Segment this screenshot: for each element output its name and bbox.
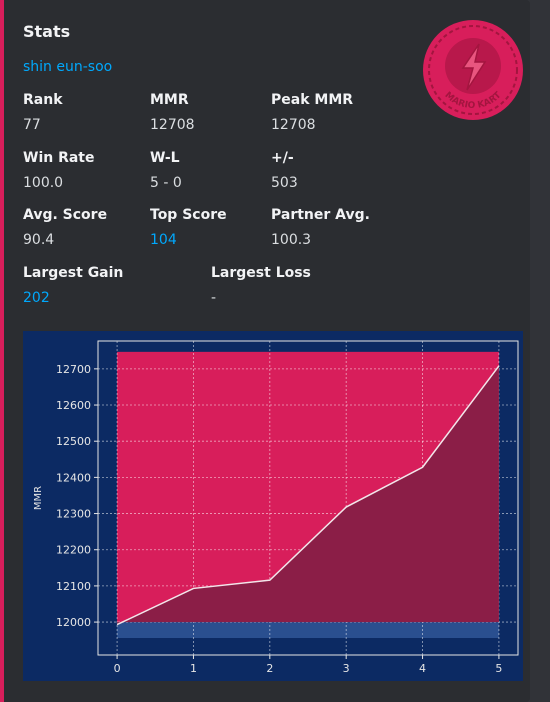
y-tick-label: 12000 (56, 616, 91, 629)
y-axis-label: MMR (33, 486, 44, 510)
field-value: 5 - 0 (150, 174, 182, 191)
area (117, 365, 499, 625)
x-tick-label: 2 (266, 662, 273, 675)
field-value: 12708 (271, 117, 316, 133)
field-value: 100.0 (23, 174, 64, 191)
field-name: Peak MMR (271, 92, 354, 108)
line (116, 365, 500, 626)
tier-band (117, 622, 499, 638)
y-tick-label: 12100 (56, 580, 91, 593)
field-name: Largest Gain (23, 264, 124, 281)
field-name: MMR (150, 92, 189, 108)
field-value: 100.3 (271, 232, 312, 248)
x-tick-label: 4 (419, 662, 426, 675)
x-tick-label: 1 (190, 662, 197, 675)
x-tick-label: 0 (114, 662, 121, 675)
field-name: Avg. Score (23, 207, 108, 223)
field-name: +/- (271, 149, 294, 166)
y-tick-label: 12200 (56, 544, 91, 557)
chart: 12000 12100 12200 12300 12400 12500 12600 12700… (23, 331, 523, 681)
embed: Stats shin eun-soo MARIO KART Rank 77 MMR 1… (0, 0, 523, 702)
y-tick-label: 12700 (56, 363, 91, 376)
field-value: 503 (271, 174, 298, 191)
x-tick-label: 3 (343, 662, 350, 675)
field-value: 77 (23, 117, 41, 133)
y-tick-label: 12600 (56, 399, 91, 412)
y-tick-label: 12300 (56, 508, 91, 521)
field-name: W-L (150, 149, 180, 166)
field-name: Win Rate (23, 149, 95, 166)
x-tick-label: 5 (495, 662, 502, 675)
field-value: 12708 (150, 117, 195, 133)
field-value: - (211, 289, 217, 306)
embed-title: Stats (23, 22, 71, 41)
y-tick-label: 12500 (56, 435, 91, 448)
plot-frame (97, 340, 519, 656)
field-value: 202 (23, 289, 50, 306)
field-name: Largest Loss (211, 264, 311, 281)
field-value: 104 (150, 232, 177, 248)
field-value: 90.4 (23, 232, 55, 248)
y-tick-label: 12400 (56, 471, 91, 484)
author-link[interactable]: shin eun-soo (23, 59, 113, 75)
logo: MARIO KART (423, 20, 523, 120)
field-name: Top Score (150, 207, 227, 223)
field-name: Rank (23, 92, 63, 108)
field-name: Partner Avg. (271, 207, 370, 223)
